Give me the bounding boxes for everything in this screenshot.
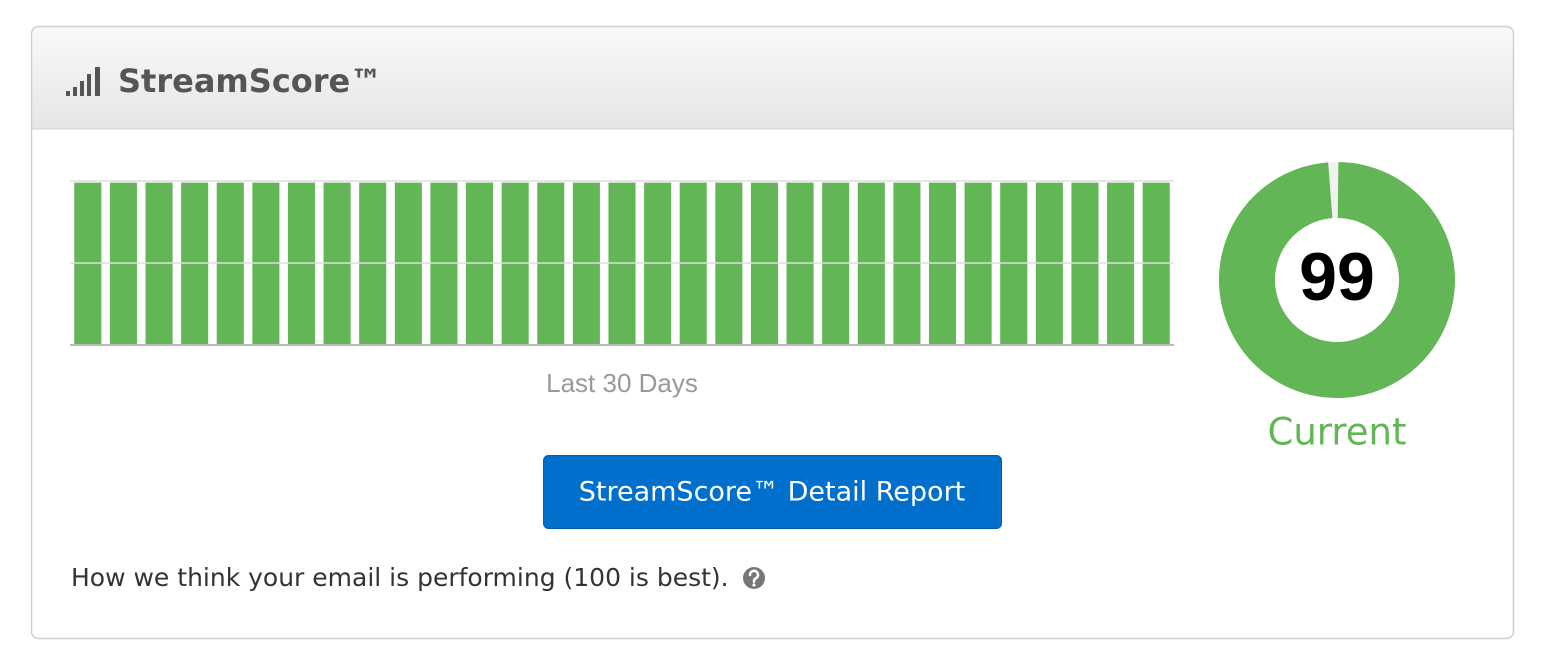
bar: [857, 182, 885, 345]
bar: [394, 182, 422, 345]
bar: [109, 182, 137, 345]
panel-header: [31, 26, 1514, 129]
bar: [928, 182, 957, 345]
bar: [786, 182, 814, 345]
icon-bar: [73, 87, 77, 96]
bar: [1142, 182, 1170, 345]
bar: [679, 182, 707, 345]
bar: [287, 182, 316, 345]
bar: [572, 182, 600, 345]
icon-bar: [66, 91, 70, 96]
bar: [822, 182, 850, 345]
icon-bar: [80, 81, 84, 96]
bar: [893, 182, 921, 345]
bar: [216, 182, 244, 345]
bar: [501, 182, 529, 345]
bar: [145, 182, 173, 345]
icon-bar: [87, 74, 91, 96]
bar: [430, 182, 458, 345]
bar: [750, 182, 778, 345]
help-glyph: [748, 569, 760, 583]
footer-text: How we think your email is performing (1…: [71, 563, 729, 592]
bar: [466, 182, 494, 345]
bar: [74, 182, 102, 345]
bar: [181, 182, 209, 345]
bar: [359, 182, 387, 345]
detail-button[interactable]: StreamScore™ Detail Report: [543, 455, 1002, 529]
bar: [644, 182, 672, 345]
button-bg[interactable]: [543, 455, 1002, 529]
icon-bar: [95, 67, 100, 96]
bar: [608, 182, 636, 345]
panel-border: [30, 25, 1515, 640]
bar: [323, 182, 351, 345]
bar: [1035, 182, 1063, 345]
bar: [1107, 182, 1135, 345]
button-label[interactable]: StreamScore™ Detail Report: [579, 477, 966, 508]
bar: [252, 182, 280, 345]
bar: [715, 182, 743, 345]
bar: [1000, 182, 1028, 345]
help-dot: [752, 583, 756, 587]
donut-arc: [1218, 162, 1455, 399]
signal-icon: [66, 67, 100, 96]
x-axis-label: Last 30 Days: [546, 368, 698, 398]
bar: [964, 182, 992, 345]
score-label: Current: [1268, 411, 1407, 454]
score-value: 99: [1299, 239, 1375, 315]
bar: [1071, 182, 1099, 345]
bar: [537, 182, 565, 345]
help-icon[interactable]: [743, 567, 765, 589]
panel-title: StreamScore™: [118, 62, 382, 100]
